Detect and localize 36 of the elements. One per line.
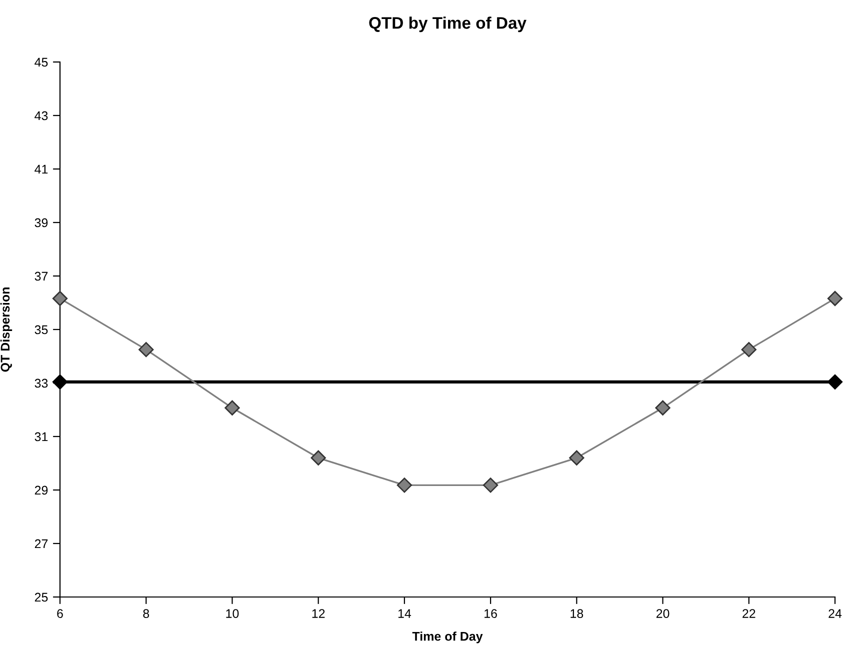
point (569, 450, 584, 466)
y-tick-label: 27 (34, 539, 48, 548)
point (655, 400, 670, 416)
x-tick-label: 12 (312, 609, 325, 618)
y-tick-label: 37 (34, 272, 48, 281)
chart-title: QTD by Time of Day (369, 16, 526, 32)
y-tick-label: 39 (34, 218, 48, 228)
y-tick-label: 25 (34, 592, 48, 602)
point (52, 374, 68, 390)
point (741, 342, 756, 358)
y-tick-label: 33 (34, 378, 48, 388)
point (310, 450, 326, 466)
x-tick-label: 16 (484, 609, 497, 618)
x-tick-label: 8 (143, 609, 150, 618)
x-axis-title: Time of Day (412, 632, 483, 644)
x-tick-label: 18 (570, 609, 584, 618)
x-tick-label: 22 (742, 609, 756, 618)
point (224, 400, 240, 416)
point (482, 478, 498, 493)
y-tick-label: 45 (34, 58, 48, 67)
x-tick-label: 10 (226, 609, 239, 618)
point (827, 374, 843, 390)
x-tick-label: 24 (828, 609, 842, 618)
x-tick-label: 20 (656, 609, 670, 618)
point (827, 290, 843, 306)
y-tick-label: 43 (34, 111, 48, 120)
point (138, 342, 154, 358)
y-tick-label: 29 (34, 486, 48, 495)
x-tick-label: 14 (398, 609, 412, 618)
point (52, 290, 68, 306)
x-tick-label: 6 (57, 609, 63, 618)
y-axis-title: QT Dispersion (0, 288, 12, 372)
y-tick-label: 41 (34, 164, 48, 174)
point (396, 478, 412, 493)
y-tick-label: 31 (34, 432, 48, 442)
y-tick-label: 35 (34, 325, 48, 334)
